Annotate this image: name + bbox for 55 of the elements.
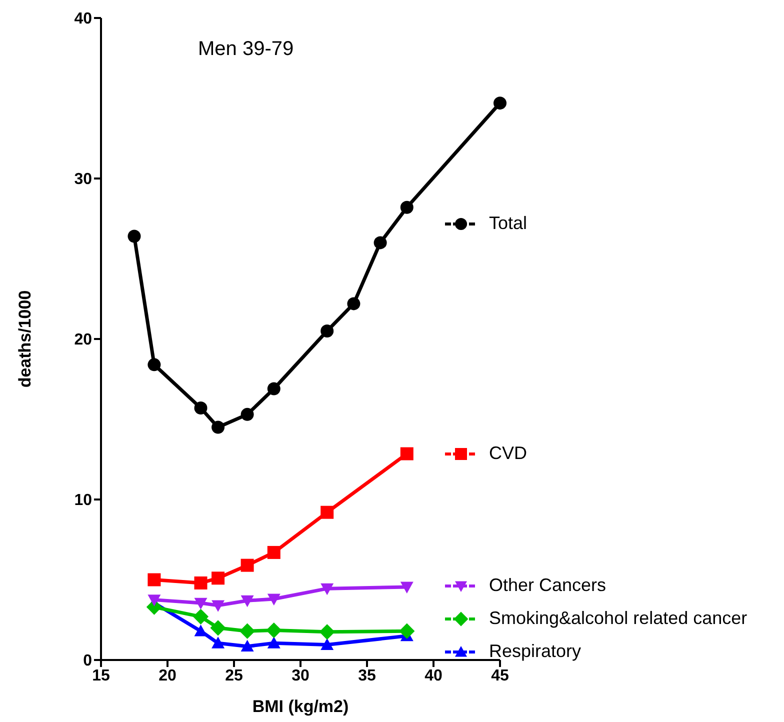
point xyxy=(194,576,208,590)
point xyxy=(148,573,161,586)
point xyxy=(320,583,334,596)
y-tick-label: 30 xyxy=(74,171,92,188)
point xyxy=(148,358,161,372)
point xyxy=(320,638,334,650)
y-tick-label: 20 xyxy=(74,332,92,349)
legend-label: CVD xyxy=(489,443,528,464)
point xyxy=(267,546,280,559)
x-tick-label: 15 xyxy=(92,667,110,684)
point xyxy=(240,640,254,652)
y-tick-label: 10 xyxy=(74,492,92,510)
point xyxy=(240,623,256,639)
point xyxy=(192,608,209,624)
x-axis-title: BMI (kg/m2) xyxy=(252,697,349,716)
point xyxy=(400,582,414,594)
point xyxy=(210,620,226,636)
x-tick-label: 45 xyxy=(491,667,509,684)
legend-label: Smoking&alcohol related cancer xyxy=(489,608,748,629)
x-tick-label: 40 xyxy=(424,667,442,684)
x-tick-label: 35 xyxy=(358,667,376,684)
point xyxy=(194,598,208,610)
point xyxy=(320,506,334,519)
y-tick-label: 0 xyxy=(83,652,92,670)
point xyxy=(212,600,225,612)
x-tick-label: 30 xyxy=(292,667,310,684)
point xyxy=(212,420,225,434)
point xyxy=(347,297,360,310)
point xyxy=(128,230,141,243)
point xyxy=(374,236,387,250)
y-axis-title: deaths/1000 xyxy=(15,290,34,388)
point xyxy=(240,408,254,421)
x-tick-label: 20 xyxy=(158,667,176,684)
legend-label: Other Cancers xyxy=(489,575,606,596)
legend-label: Respiratory xyxy=(489,641,582,662)
y-tick-label: 40 xyxy=(74,10,92,28)
point xyxy=(194,624,208,636)
point xyxy=(494,96,506,110)
point xyxy=(194,402,208,415)
legend-label: Total xyxy=(489,213,528,234)
point xyxy=(320,324,334,338)
x-tick-label: 25 xyxy=(225,667,243,684)
point xyxy=(399,623,415,639)
point xyxy=(267,636,280,648)
point xyxy=(400,200,414,214)
point xyxy=(240,558,254,572)
point xyxy=(266,622,282,638)
point xyxy=(400,447,414,460)
point xyxy=(212,572,225,585)
point xyxy=(267,382,280,396)
point xyxy=(319,624,335,640)
text: Men 39-79 xyxy=(198,38,294,61)
point xyxy=(267,594,280,606)
point xyxy=(240,595,254,608)
point xyxy=(212,636,225,648)
